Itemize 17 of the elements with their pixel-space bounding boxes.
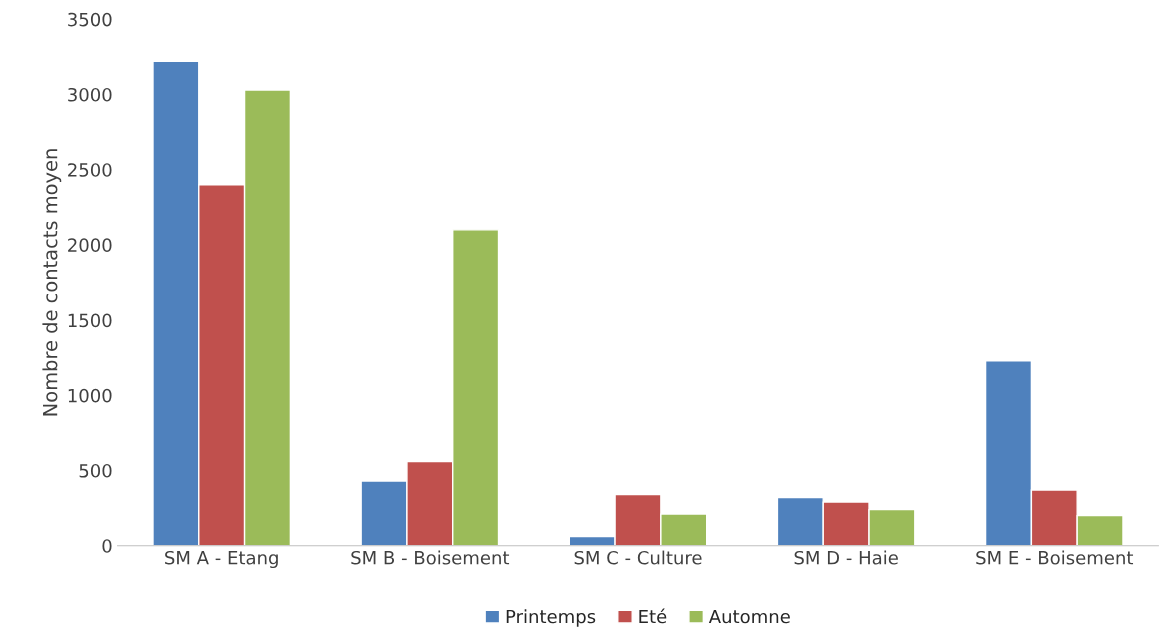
y-tick-label: 0 (102, 539, 112, 553)
x-tick-label: SM D - Haie (794, 550, 898, 565)
y-tick-label: 3500 (68, 12, 112, 27)
y-tick-label: 3000 (68, 87, 112, 102)
legend-label: Eté (639, 608, 667, 624)
y-tick-label: 1000 (68, 388, 112, 403)
x-tick-label: SM A - Etang (165, 550, 278, 569)
y-tick-label: 2000 (68, 238, 112, 252)
y-tick-label: 500 (79, 463, 112, 478)
y-axis-title: Nombre de contacts moyen (42, 149, 62, 416)
legend-label: Automne (708, 609, 790, 624)
x-tick-label: SM B - Boisement (351, 550, 510, 565)
x-tick-label: SM E - Boisement (976, 550, 1134, 565)
legend-label: Printemps (506, 609, 596, 627)
y-tick-label: 1500 (68, 313, 112, 328)
x-tick-label: SM C - Culture (574, 550, 702, 565)
y-tick-label: 2500 (68, 163, 112, 177)
